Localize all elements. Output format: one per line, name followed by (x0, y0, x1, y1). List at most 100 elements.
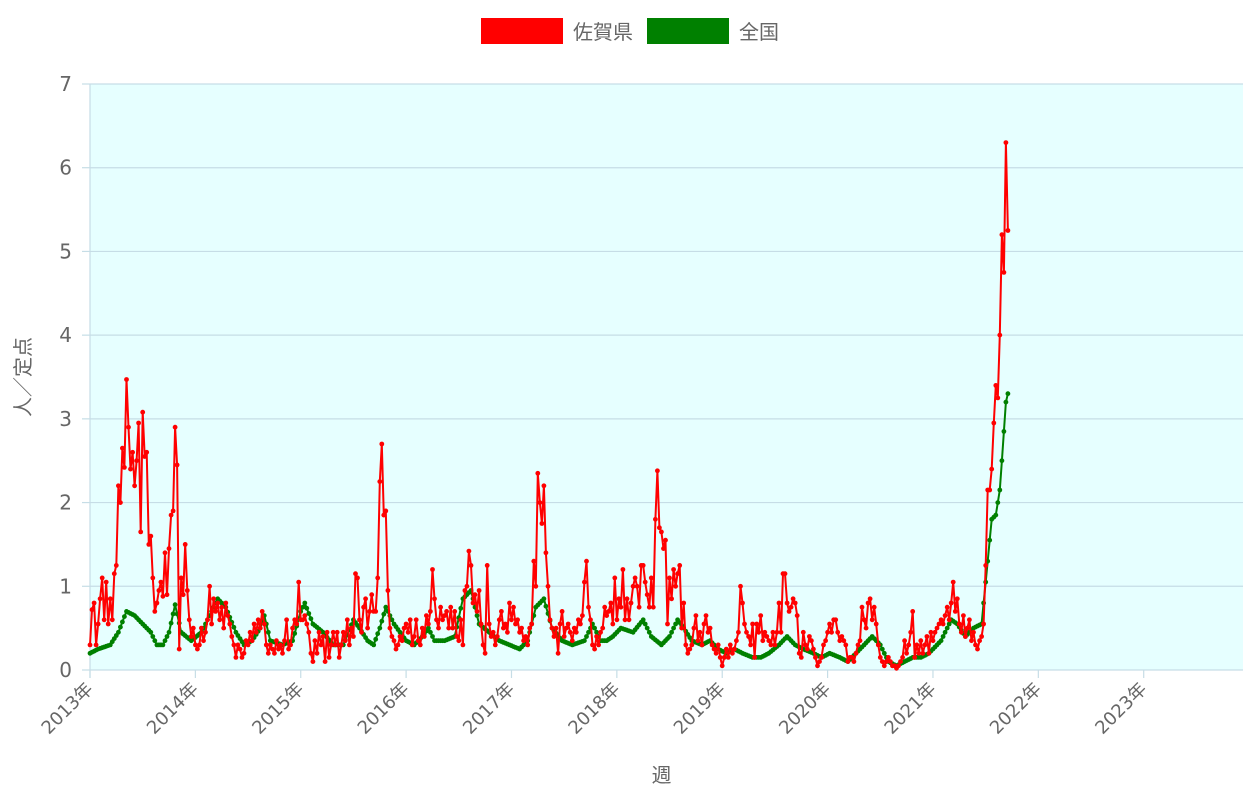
data-point[interactable] (594, 629, 599, 635)
data-point[interactable] (956, 621, 962, 627)
data-point[interactable] (306, 611, 312, 616)
data-point[interactable] (168, 620, 174, 626)
data-point[interactable] (501, 625, 506, 631)
data-point[interactable] (484, 563, 490, 568)
data-point[interactable] (407, 617, 413, 623)
data-point[interactable] (576, 617, 581, 623)
data-point[interactable] (569, 638, 575, 644)
data-point[interactable] (103, 579, 109, 585)
data-point[interactable] (995, 500, 1001, 505)
data-point[interactable] (821, 642, 826, 648)
data-point[interactable] (875, 642, 881, 648)
data-point[interactable] (363, 596, 368, 602)
data-point[interactable] (93, 642, 99, 648)
data-point[interactable] (158, 579, 164, 585)
data-point[interactable] (734, 638, 739, 644)
data-point[interactable] (162, 550, 168, 556)
data-point[interactable] (837, 638, 843, 644)
data-point[interactable] (584, 634, 589, 639)
data-point[interactable] (746, 634, 751, 639)
data-point[interactable] (865, 600, 871, 606)
data-point[interactable] (695, 638, 701, 644)
data-point[interactable] (270, 646, 275, 652)
data-point[interactable] (302, 600, 308, 606)
data-point[interactable] (987, 487, 993, 493)
data-point[interactable] (881, 650, 887, 656)
data-point[interactable] (902, 638, 907, 644)
data-point[interactable] (772, 642, 778, 648)
data-point[interactable] (251, 621, 257, 627)
data-point[interactable] (624, 596, 630, 602)
data-point[interactable] (776, 600, 782, 606)
data-point[interactable] (896, 663, 901, 669)
data-point[interactable] (971, 629, 976, 635)
data-point[interactable] (176, 646, 182, 652)
data-point[interactable] (815, 663, 820, 669)
data-point[interactable] (973, 642, 978, 648)
data-point[interactable] (113, 563, 119, 568)
data-point[interactable] (835, 629, 841, 635)
data-point[interactable] (267, 642, 273, 648)
data-point[interactable] (993, 383, 999, 388)
data-point[interactable] (760, 638, 766, 644)
data-point[interactable] (920, 650, 926, 656)
data-point[interactable] (669, 629, 674, 635)
data-point[interactable] (711, 646, 717, 652)
data-point[interactable] (304, 605, 310, 611)
data-point[interactable] (886, 655, 891, 660)
data-point[interactable] (241, 650, 247, 656)
data-point[interactable] (665, 621, 670, 627)
data-point[interactable] (600, 625, 606, 631)
data-point[interactable] (128, 466, 133, 472)
data-point[interactable] (302, 613, 308, 618)
data-point[interactable] (790, 596, 796, 602)
data-point[interactable] (944, 604, 950, 610)
data-point[interactable] (713, 650, 719, 656)
data-point[interactable] (732, 646, 737, 652)
data-point[interactable] (448, 604, 454, 610)
data-point[interactable] (924, 634, 930, 639)
data-point[interactable] (677, 563, 683, 568)
data-point[interactable] (648, 575, 654, 581)
data-point[interactable] (272, 650, 277, 656)
data-point[interactable] (754, 621, 760, 627)
data-point[interactable] (719, 663, 725, 669)
data-point[interactable] (515, 617, 520, 623)
data-point[interactable] (673, 621, 678, 627)
data-point[interactable] (553, 625, 559, 631)
data-point[interactable] (389, 617, 395, 623)
data-point[interactable] (588, 617, 593, 623)
data-point[interactable] (616, 596, 622, 602)
data-point[interactable] (162, 638, 168, 644)
data-point[interactable] (150, 575, 156, 581)
data-point[interactable] (723, 646, 729, 652)
data-point[interactable] (186, 617, 192, 623)
data-point[interactable] (999, 458, 1005, 464)
data-point[interactable] (845, 659, 851, 664)
data-point[interactable] (257, 625, 263, 631)
data-point[interactable] (543, 603, 549, 609)
data-point[interactable] (312, 638, 318, 644)
data-point[interactable] (529, 621, 535, 627)
data-point[interactable] (436, 625, 441, 631)
data-point[interactable] (507, 600, 512, 606)
data-point[interactable] (687, 646, 693, 652)
data-point[interactable] (969, 638, 974, 644)
data-point[interactable] (284, 617, 289, 623)
data-point[interactable] (786, 609, 792, 614)
data-point[interactable] (490, 629, 496, 635)
data-point[interactable] (525, 642, 531, 648)
data-point[interactable] (869, 617, 875, 623)
data-point[interactable] (1001, 429, 1007, 434)
data-point[interactable] (322, 659, 328, 664)
data-point[interactable] (334, 629, 340, 635)
data-point[interactable] (160, 642, 166, 648)
data-point[interactable] (748, 642, 753, 648)
legend-item-saga[interactable]: 佐賀県 (481, 16, 633, 45)
data-point[interactable] (669, 596, 674, 602)
data-point[interactable] (580, 613, 585, 618)
data-point[interactable] (630, 583, 636, 589)
data-point[interactable] (756, 629, 762, 635)
data-point[interactable] (863, 625, 869, 631)
data-point[interactable] (740, 600, 745, 606)
